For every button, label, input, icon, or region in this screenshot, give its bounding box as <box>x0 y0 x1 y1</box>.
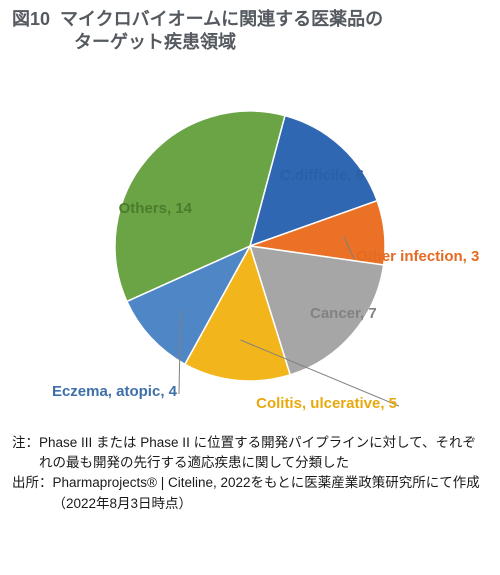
figure-notes: 注： Phase III または Phase II に位置する開発パイプラインに… <box>12 433 488 514</box>
source-body: Pharmaprojects® | Citeline, 2022をもとに医薬産業… <box>53 473 489 514</box>
note-label: 注： <box>12 433 39 474</box>
note-body: Phase III または Phase II に位置する開発パイプラインに対して… <box>39 433 488 474</box>
title-text-1: マイクロバイオームに関連する医薬品の <box>60 9 383 29</box>
figure-number: 図10 <box>12 9 50 29</box>
source-row: 出所： Pharmaprojects® | Citeline, 2022をもとに… <box>12 473 488 514</box>
figure-10: 図10 マイクロバイオームに関連する医薬品の ターゲット疾患領域 C.diffi… <box>0 0 500 575</box>
pie-svg <box>12 61 488 431</box>
note-row: 注： Phase III または Phase II に位置する開発パイプラインに… <box>12 433 488 474</box>
source-label: 出所： <box>12 473 53 514</box>
title-line-2: ターゲット疾患領域 <box>12 31 488 54</box>
figure-title: 図10 マイクロバイオームに関連する医薬品の ターゲット疾患領域 <box>12 8 488 55</box>
pie-chart: C.difficile, 6Other infection, 3Cancer, … <box>12 61 488 431</box>
title-line-1: 図10 マイクロバイオームに関連する医薬品の <box>12 8 488 31</box>
